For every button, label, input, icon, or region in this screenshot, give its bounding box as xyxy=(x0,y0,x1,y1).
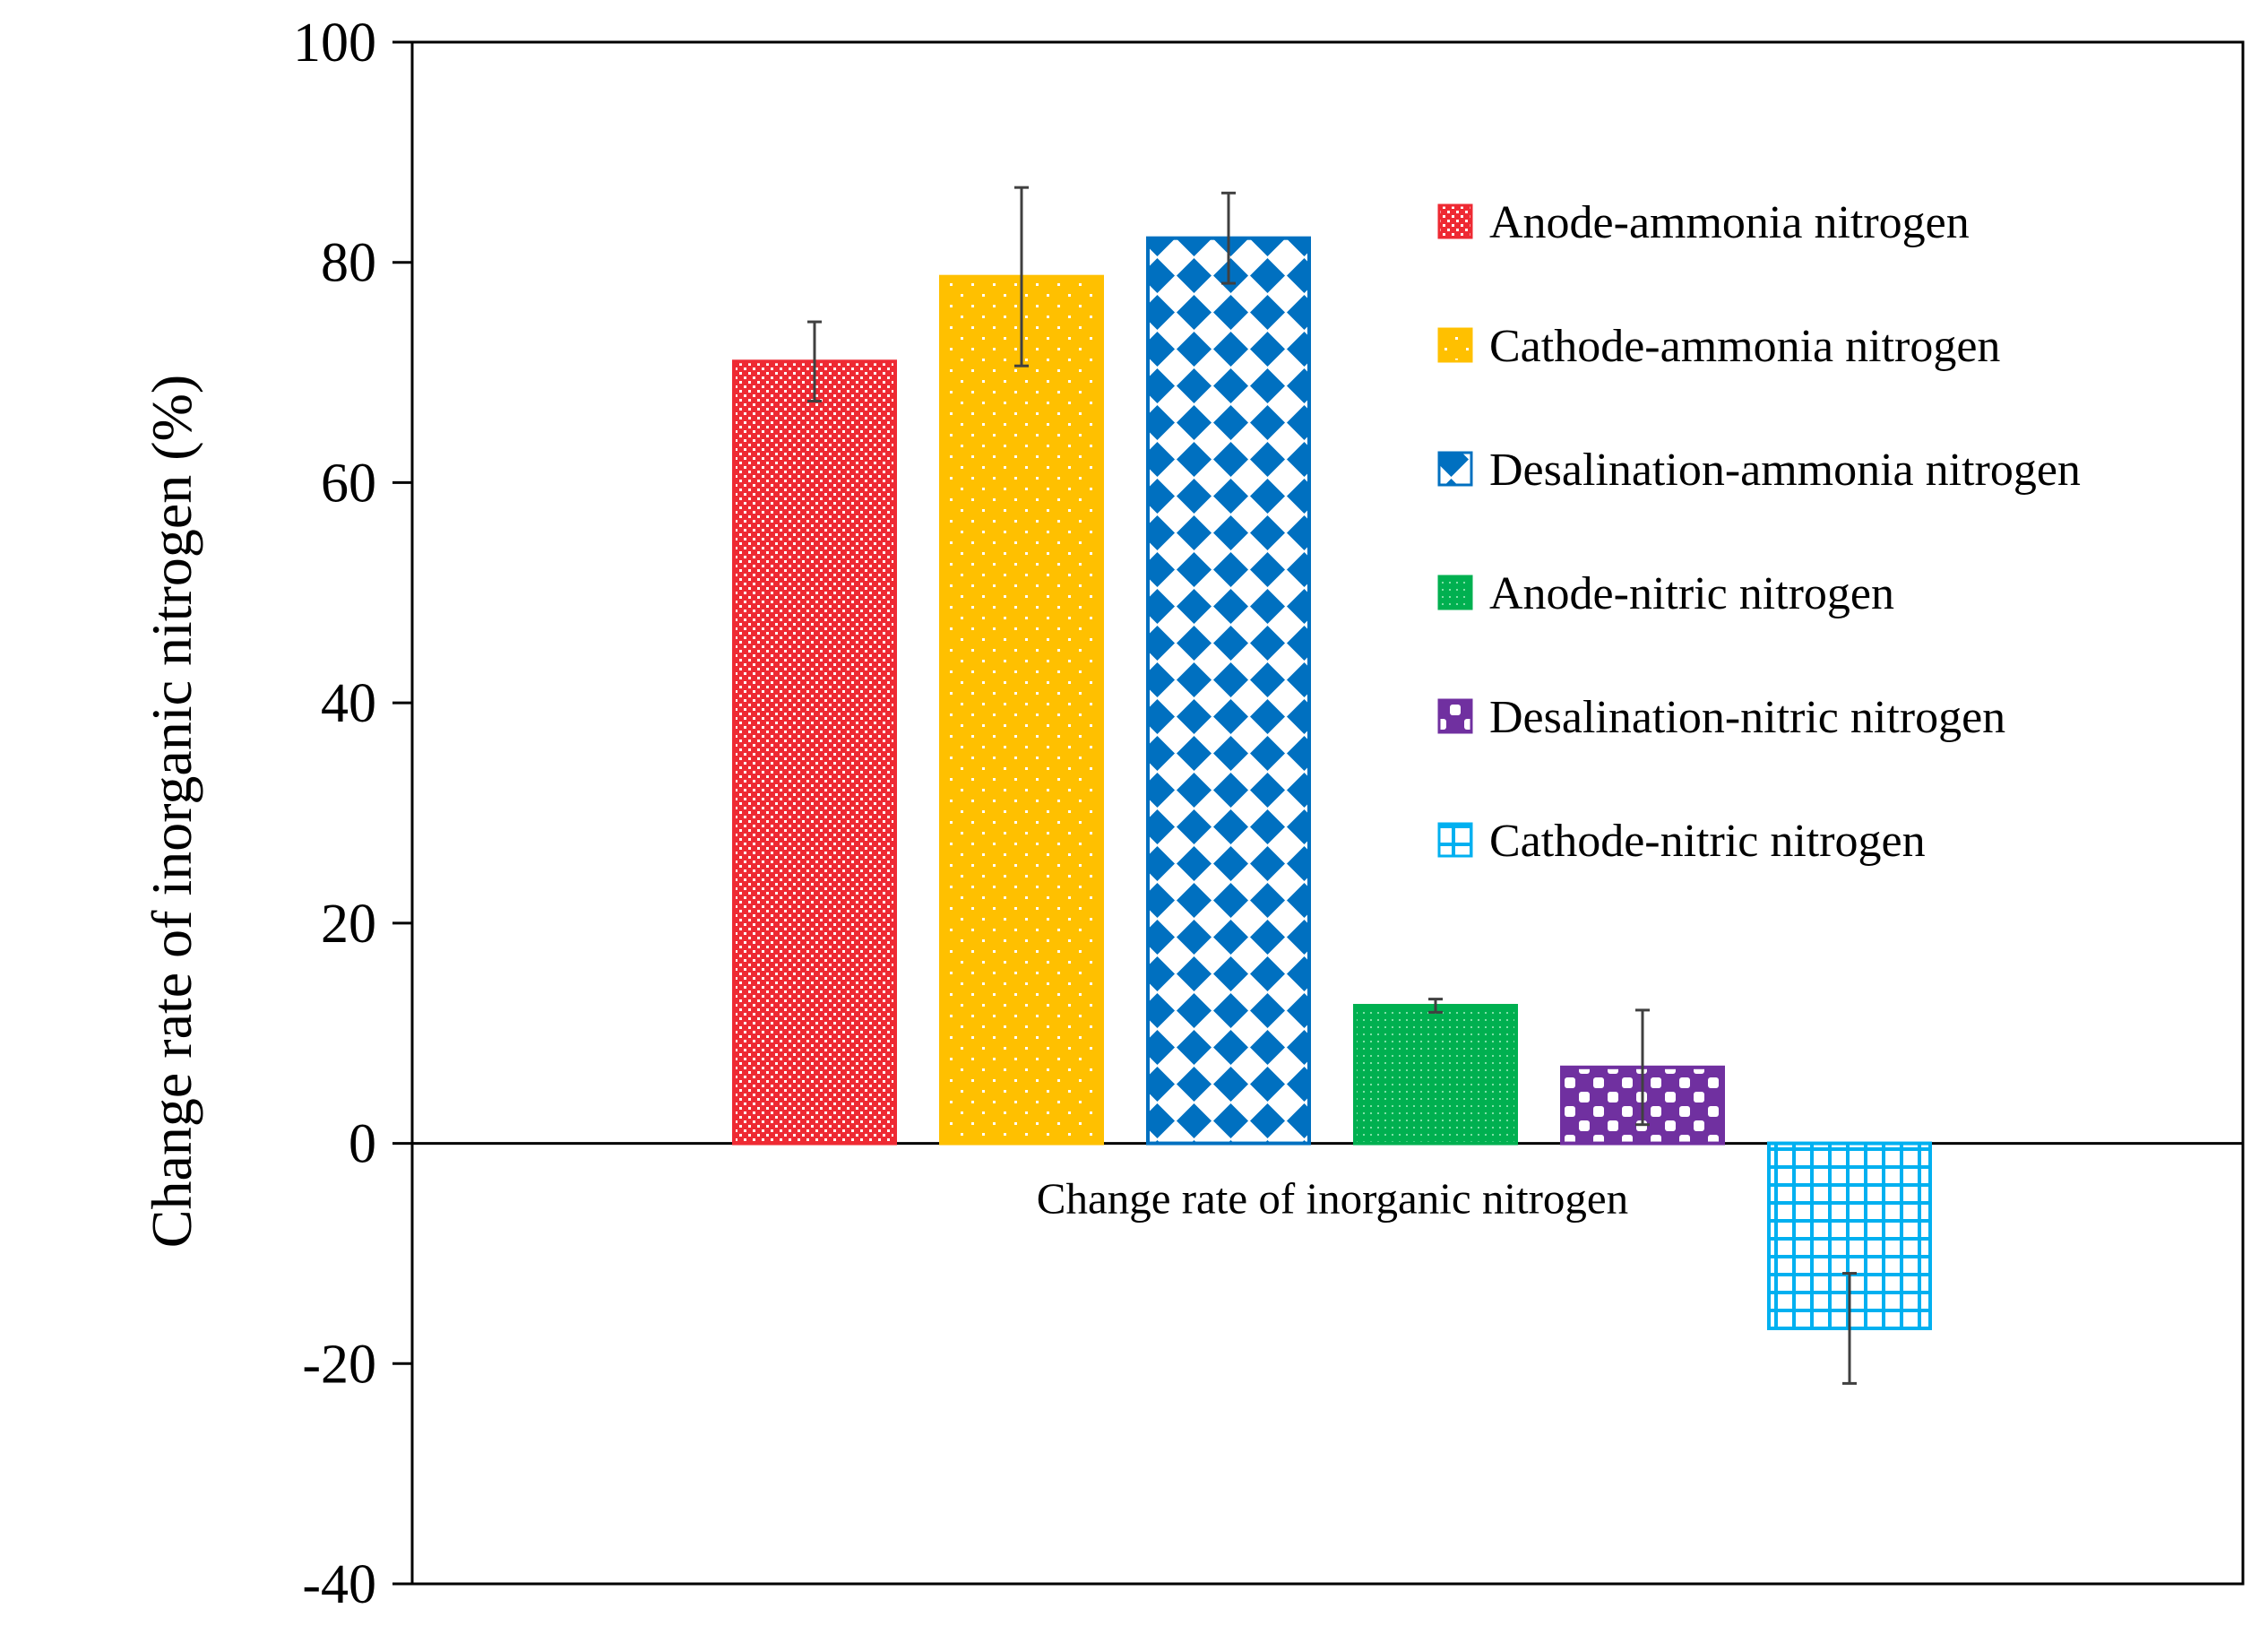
legend-label-6: Cathode-nitric nitrogen xyxy=(1489,816,1926,867)
legend-label-2: Cathode-ammonia nitrogen xyxy=(1489,321,2000,372)
y-tick-label: 100 xyxy=(293,13,376,74)
y-tick-label: 40 xyxy=(321,673,376,734)
y-tick-label: -40 xyxy=(302,1554,376,1615)
bar-3 xyxy=(1146,236,1311,1146)
y-tick-label: 20 xyxy=(321,894,376,955)
y-tick-label: 80 xyxy=(321,233,376,294)
plot-frame xyxy=(410,40,2245,1586)
legend-swatch-1 xyxy=(1437,203,1473,239)
y-tick-label: 0 xyxy=(349,1114,376,1175)
bar-2 xyxy=(939,274,1104,1146)
legend-swatch-2 xyxy=(1437,327,1473,363)
legend-label-5: Desalination-nitric nitrogen xyxy=(1489,692,2005,743)
legend-label-3: Desalination-ammonia nitrogen xyxy=(1489,445,2081,496)
y-axis-title: Change rate of inorganic nitrogen (%) xyxy=(140,375,203,1248)
legend-label-1: Anode-ammonia nitrogen xyxy=(1489,197,1970,248)
x-axis-label: Change rate of inorganic nitrogen xyxy=(1037,1174,1628,1224)
legend-swatch-6 xyxy=(1437,822,1473,858)
legend-swatch-5 xyxy=(1437,698,1473,734)
y-tick-label: -20 xyxy=(302,1334,376,1395)
legend-swatch-3 xyxy=(1437,451,1473,487)
legend-label-4: Anode-nitric nitrogen xyxy=(1489,568,1894,619)
legend-swatch-4 xyxy=(1437,575,1473,610)
bar-4 xyxy=(1353,1004,1518,1146)
y-tick-label: 60 xyxy=(321,453,376,514)
bar-1 xyxy=(732,359,897,1146)
